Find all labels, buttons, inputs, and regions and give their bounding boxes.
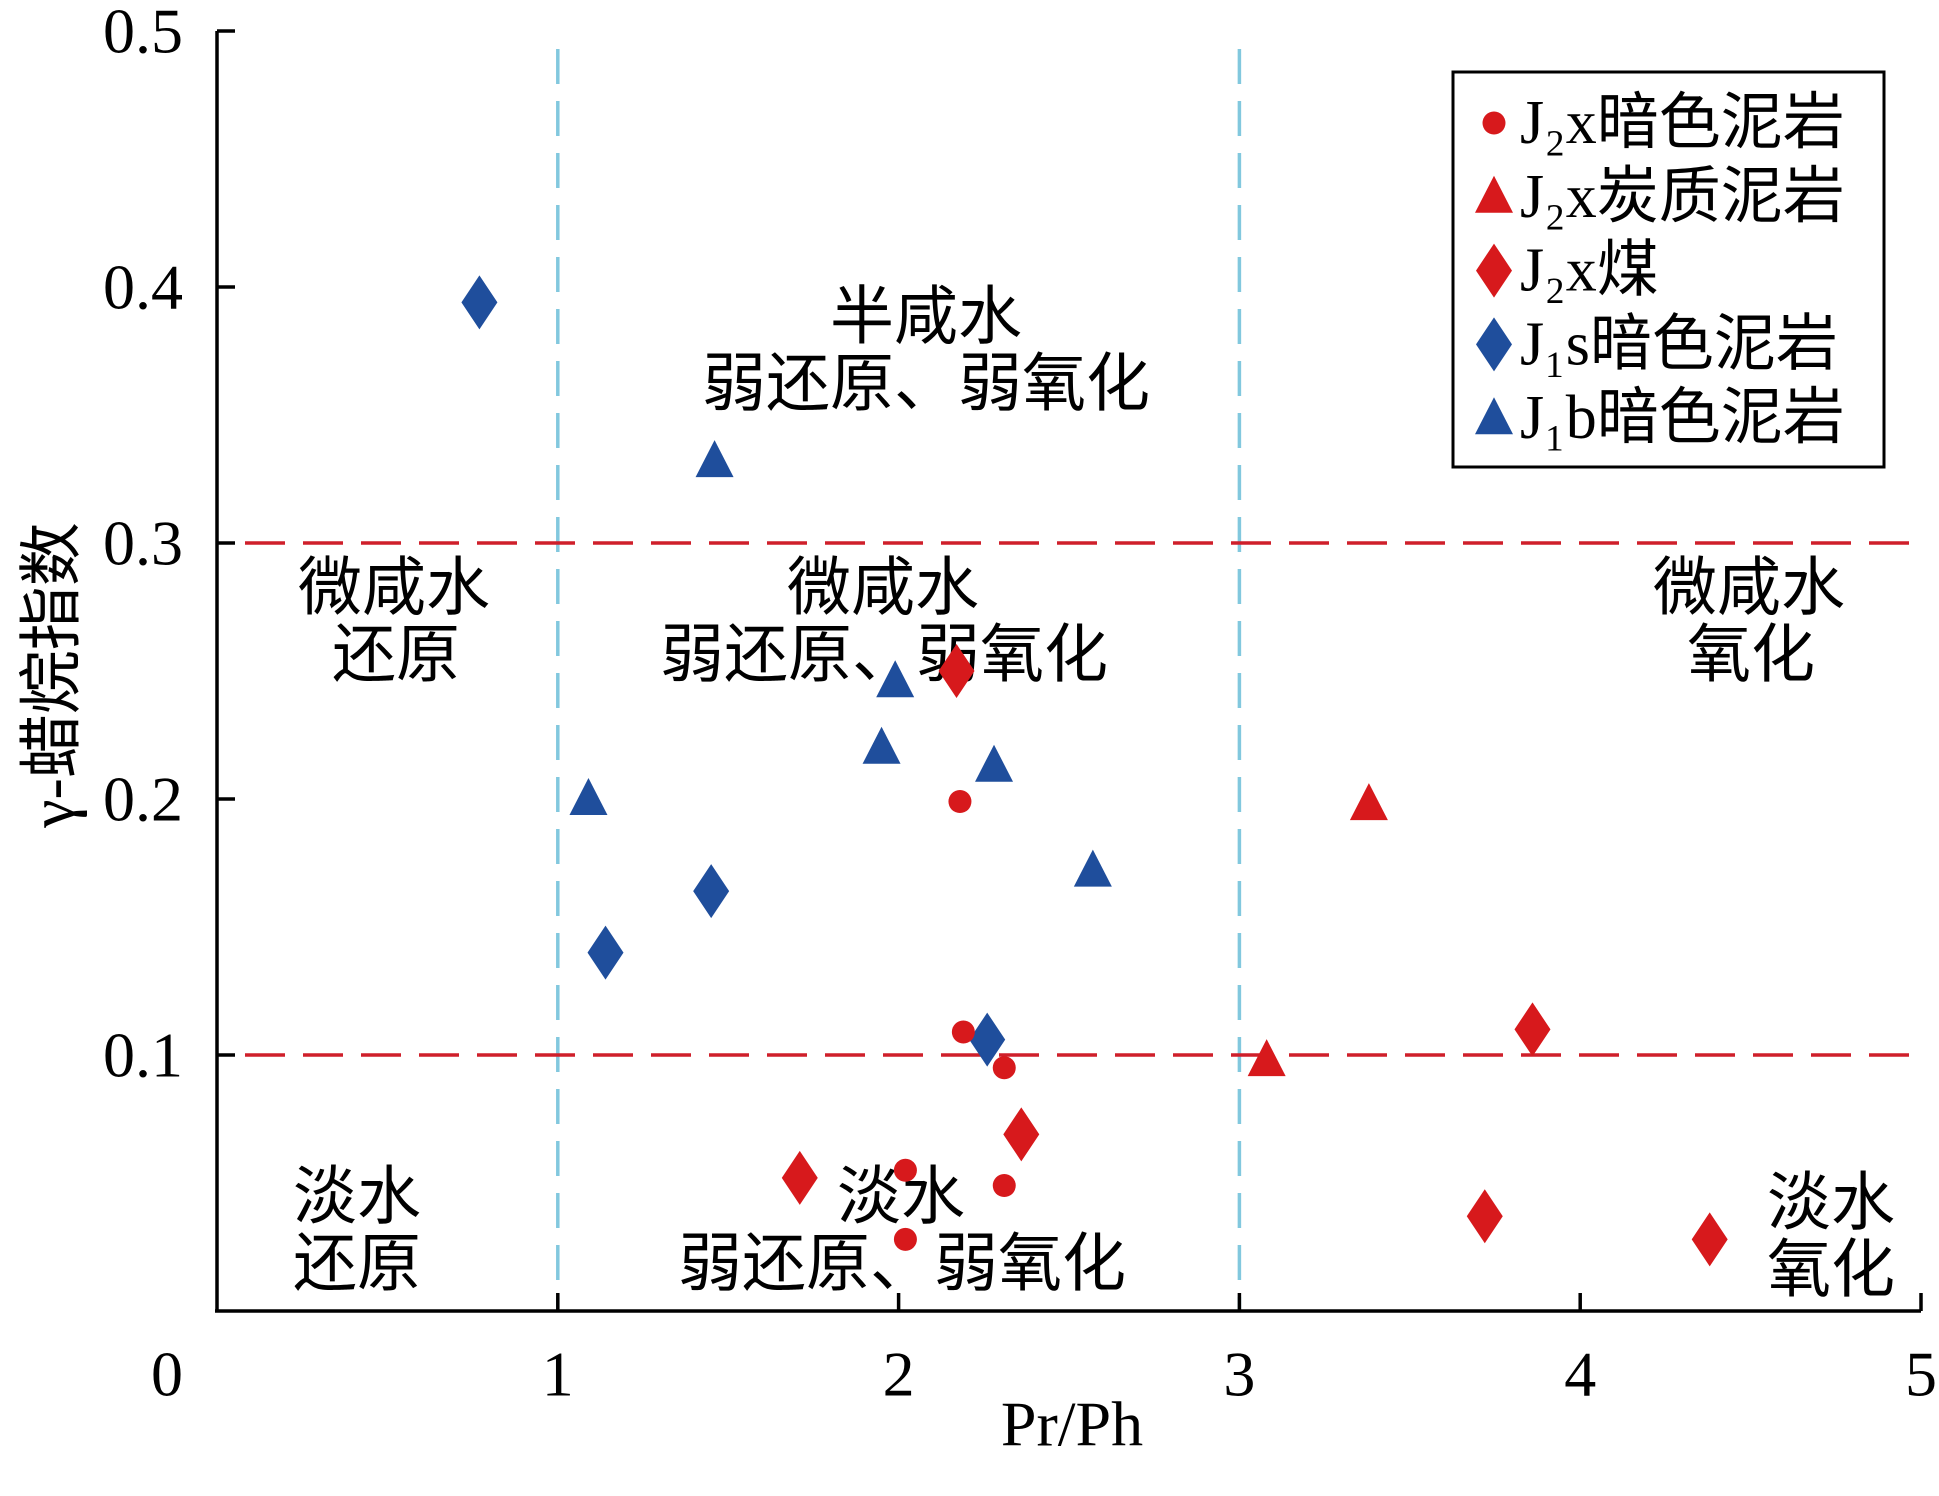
j2x-coal-point [1003, 1107, 1040, 1162]
j1b-dark-mudstone-point [569, 778, 608, 815]
legend-marker-diamond-icon [1476, 243, 1512, 298]
x-tick-label: 3 [1223, 1339, 1255, 1410]
y-tick-label: 0.5 [103, 0, 183, 67]
x-axis-title: Pr/Ph [1001, 1389, 1143, 1460]
axis-tick-labels: 0 1 2 3 4 5 0.1 0.2 0.3 0.4 0.5 [103, 0, 1937, 1410]
y-tick-label: 0.4 [103, 252, 183, 323]
j2x-dark-mudstone-point [893, 1158, 917, 1182]
data-points [461, 275, 1728, 1267]
j2x-coal-point [1514, 1002, 1551, 1057]
region-label-line: 淡水 [293, 1162, 421, 1233]
j2x-carbonaceous-mudstone-point [1247, 1039, 1286, 1077]
region-label-line: 氧化 [1767, 1235, 1895, 1306]
legend-label: J₂x炭质泥岩 [1520, 163, 1845, 231]
legend-marker-circle-icon [1482, 111, 1506, 135]
legend-marker-diamond-icon [1476, 317, 1512, 372]
y-tick-label: 0.3 [103, 508, 183, 579]
legend-label: J₂x煤 [1520, 237, 1659, 305]
region-label-line: 微咸水 [1653, 553, 1845, 624]
y-tick-label: 0.1 [103, 1020, 183, 1091]
j1b-dark-mudstone-point [1073, 849, 1112, 887]
region-label-line: 弱还原、弱氧化 [702, 349, 1150, 420]
j1b-dark-mudstone-point [862, 726, 901, 764]
j1s-dark-mudstone-point [693, 864, 730, 919]
j1b-dark-mudstone-point [975, 744, 1014, 782]
j2x-dark-mudstone-point [948, 790, 972, 814]
region-label-line: 弱还原、弱氧化 [660, 620, 1108, 691]
region-label-line: 还原 [332, 620, 460, 691]
x-tick-label: 1 [542, 1339, 574, 1410]
j1b-dark-mudstone-point [876, 660, 915, 698]
region-label-line: 还原 [293, 1229, 421, 1300]
j2x-coal-point [781, 1150, 818, 1205]
j2x-coal-point [1466, 1189, 1503, 1244]
reference-lines [245, 49, 1921, 1311]
region-label-line: 微咸水 [298, 553, 490, 624]
j2x-dark-mudstone-point [951, 1020, 975, 1044]
j1s-dark-mudstone-point [969, 1012, 1006, 1067]
x-tick-label: 0 [151, 1339, 183, 1410]
region-label-line: 淡水 [1767, 1168, 1895, 1239]
j1s-dark-mudstone-point [461, 275, 498, 330]
j2x-coal-point [1691, 1212, 1728, 1267]
x-tick-label: 2 [883, 1339, 915, 1410]
j2x-dark-mudstone-point [992, 1174, 1016, 1198]
region-labels: 半咸水 弱还原、弱氧化 微咸水 还原 微咸水 弱还原、弱氧化 微咸水 氧化 淡水… [293, 282, 1895, 1306]
j2x-dark-mudstone-point [992, 1056, 1016, 1080]
x-tick-label: 4 [1564, 1339, 1596, 1410]
legend-label: J₁b暗色泥岩 [1520, 384, 1845, 452]
legend-label: J₁s暗色泥岩 [1520, 310, 1838, 378]
y-tick-label: 0.2 [103, 764, 183, 835]
j2x-coal-point [938, 644, 975, 698]
axis-ticks [217, 29, 1923, 1311]
legend-label: J₂x暗色泥岩 [1520, 89, 1845, 157]
j1b-dark-mudstone-point [695, 440, 734, 478]
legend-marker-triangle-icon [1475, 175, 1513, 213]
j2x-carbonaceous-mudstone-point [1349, 783, 1388, 821]
x-tick-label: 5 [1905, 1339, 1937, 1410]
j1s-dark-mudstone-point [587, 925, 624, 980]
region-label-line: 微咸水 [787, 553, 979, 624]
region-label-line: 氧化 [1687, 620, 1815, 691]
legend-box [1451, 70, 1886, 469]
j2x-dark-mudstone-point [893, 1227, 917, 1251]
region-label-line: 半咸水 [830, 282, 1022, 353]
y-axis-title: γ-蜡烷指数 [17, 522, 88, 829]
legend-marker-triangle-icon [1475, 397, 1513, 435]
